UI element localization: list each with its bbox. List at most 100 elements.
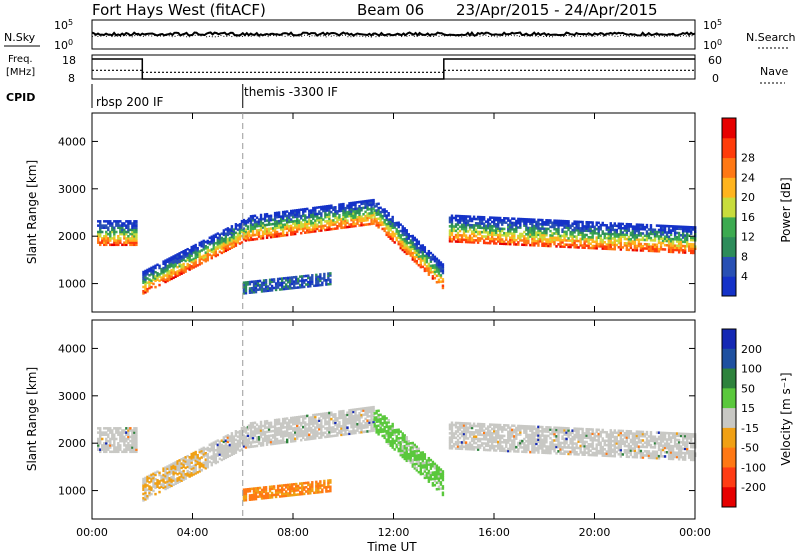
power-echo-cell	[262, 287, 266, 291]
power-echo-cell	[334, 220, 337, 224]
power-echo-cell	[302, 208, 305, 211]
velocity-echo-cell	[497, 423, 500, 427]
power-echo-cell	[639, 223, 643, 227]
power-echo-cell	[517, 221, 520, 225]
power-echo-cell	[571, 243, 574, 247]
power-echo-cell	[458, 238, 462, 241]
power-echo-cell	[289, 231, 293, 234]
velocity-echo-cell	[216, 445, 220, 449]
power-echo-cell	[505, 234, 508, 237]
power-echo-cell	[581, 235, 584, 239]
velocity-echo-cell	[366, 406, 369, 410]
power-echo-cell	[329, 278, 332, 282]
velocity-echo-cell	[472, 439, 476, 443]
cpid-label: CPID	[6, 91, 35, 104]
power-echo-cell	[507, 219, 510, 222]
velocity-echo-cell	[273, 427, 277, 430]
power-echo-cell	[545, 240, 548, 243]
velocity-echo-cell	[180, 472, 183, 476]
power-echo-cell	[135, 222, 138, 225]
power-echo-cell	[549, 238, 552, 241]
power-echo-cell	[429, 260, 433, 263]
power-echo-cell	[649, 228, 653, 231]
velocity-echo-cell	[236, 441, 240, 445]
power-echo-cell	[399, 236, 402, 239]
velocity-echo-cell	[99, 427, 102, 430]
power-echo-cell	[244, 239, 248, 242]
power-echo-cell	[537, 233, 540, 237]
power-echo-cell	[306, 216, 309, 219]
nave-label: Nave	[760, 65, 788, 78]
power-echo-cell	[277, 215, 281, 219]
velocity-echo-cell	[249, 424, 253, 427]
power-echo-cell	[393, 224, 396, 227]
velocity-echo-cell	[397, 447, 400, 451]
power-echo-cell	[253, 238, 257, 241]
velocity-echo-cell	[263, 439, 267, 442]
velocity-echo-cell	[188, 460, 191, 463]
power-echo-cell	[415, 255, 419, 259]
power-echo-cell	[289, 214, 293, 217]
power-echo-cell	[480, 235, 484, 238]
power-echo-cell	[691, 245, 695, 248]
power-echo-cell	[577, 233, 580, 236]
velocity-echo-cell	[372, 429, 375, 432]
power-echo-cell	[659, 226, 663, 230]
velocity-echo-cell	[348, 419, 351, 423]
velocity-echo-cell	[423, 474, 427, 477]
velocity-echo-cell	[472, 437, 476, 441]
power-echo-cell	[310, 209, 313, 212]
power-echo-cell	[346, 221, 349, 225]
power-echo-cell	[486, 224, 490, 228]
power-echo-cell	[281, 217, 285, 220]
power-echo-cell	[184, 259, 187, 263]
velocity-echo-cell	[476, 437, 480, 441]
power-echo-cell	[125, 224, 128, 227]
power-echo-cell	[196, 247, 199, 250]
velocity-echo-cell	[135, 435, 138, 439]
power-echo-cell	[641, 244, 645, 248]
y-tick-label: 4000	[58, 135, 86, 148]
power-echo-cell	[525, 243, 528, 247]
velocity-echo-cell	[111, 429, 114, 432]
velocity-echo-cell	[441, 487, 445, 490]
power-echo-cell	[326, 204, 329, 208]
nsearch-label: N.Search	[746, 31, 796, 44]
power-echo-cell	[533, 229, 536, 232]
velocity-echo-cell	[285, 430, 289, 433]
power-echo-cell	[613, 224, 616, 227]
power-echo-cell	[411, 251, 414, 255]
power-echo-cell	[659, 235, 663, 238]
power-echo-cell	[358, 200, 361, 204]
velocity-echo-cell	[257, 429, 261, 433]
power-echo-cell	[168, 263, 171, 267]
power-echo-cell	[111, 226, 114, 230]
velocity-echo-cell	[403, 438, 406, 441]
power-echo-cell	[254, 282, 258, 285]
velocity-echo-cell	[220, 445, 224, 449]
power-echo-cell	[123, 232, 126, 236]
velocity-echo-cell	[180, 470, 183, 474]
power-echo-cell	[263, 228, 267, 231]
power-echo-cell	[288, 282, 292, 286]
power-echo-cell	[601, 243, 604, 246]
power-echo-cell	[238, 233, 242, 237]
velocity-echo-cell	[505, 441, 508, 444]
power-echo-cell	[135, 232, 138, 236]
velocity-echo-cell	[460, 441, 464, 444]
power-echo-cell	[529, 226, 532, 230]
power-echo-cell	[123, 224, 126, 227]
power-echo-cell	[283, 223, 287, 226]
velocity-echo-cell	[154, 492, 157, 496]
power-echo-cell	[180, 268, 183, 271]
velocity-echo-cell	[482, 433, 486, 437]
velocity-echo-cell	[214, 440, 218, 443]
velocity-echo-cell	[413, 452, 416, 455]
power-echo-cell	[242, 229, 246, 233]
velocity-echo-cell	[318, 425, 321, 429]
velocity-echo-cell	[273, 433, 277, 437]
power-echo-cell	[389, 224, 392, 228]
velocity-echo-cell	[255, 431, 259, 435]
power-echo-cell	[569, 232, 572, 236]
power-echo-cell	[387, 231, 390, 234]
